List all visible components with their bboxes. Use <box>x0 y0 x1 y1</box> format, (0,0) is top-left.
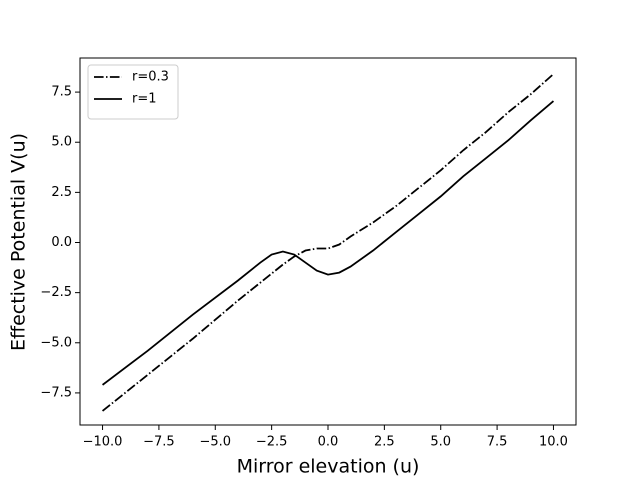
series-line <box>101 73 555 412</box>
y-tick-label: −2.5 <box>40 285 72 300</box>
x-tick-label: 5.0 <box>430 435 451 450</box>
series-line <box>102 100 555 386</box>
legend-box <box>87 64 179 120</box>
x-tick-label: −2.5 <box>256 435 288 450</box>
x-tick-label: −5.0 <box>199 435 231 450</box>
x-tick-label: −10.0 <box>83 435 123 450</box>
legend-label: r=0.3 <box>132 70 169 85</box>
x-tick-label: 10.0 <box>539 435 568 450</box>
plot-frame <box>79 57 577 426</box>
x-tick-label: 0.0 <box>318 435 339 450</box>
x-axis-label: Mirror elevation (u) <box>237 456 420 478</box>
x-tick-label: 2.5 <box>374 435 395 450</box>
y-tick-label: 2.5 <box>51 185 72 200</box>
legend-label: r=1 <box>132 92 157 107</box>
y-axis-label: Effective Potential V(u) <box>8 133 30 351</box>
y-tick-label: −5.0 <box>40 335 72 350</box>
y-tick-label: 5.0 <box>51 135 72 150</box>
y-tick-label: 0.0 <box>51 235 72 250</box>
x-tick-label: 7.5 <box>487 435 508 450</box>
x-tick-label: −7.5 <box>143 435 175 450</box>
y-tick-label: −7.5 <box>40 385 72 400</box>
y-tick-label: 7.5 <box>51 85 72 100</box>
